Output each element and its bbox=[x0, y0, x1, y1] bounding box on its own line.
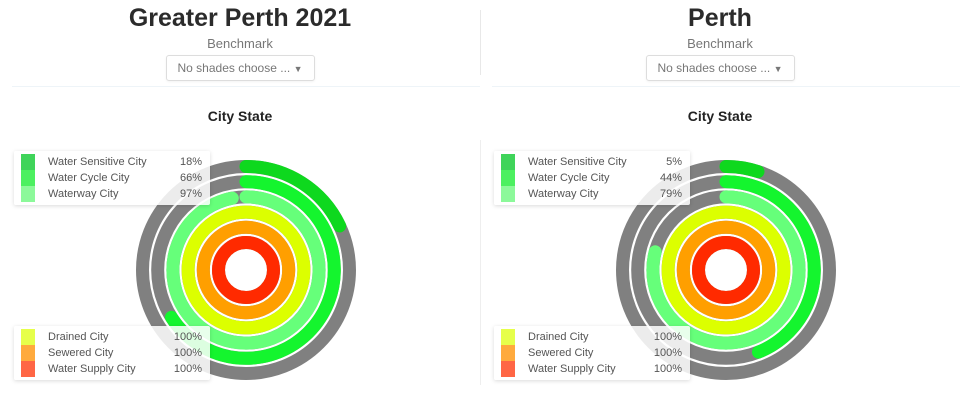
legend-item[interactable]: Water Sensitive City 5% bbox=[494, 154, 690, 170]
legend-bottom: Drained City 100% Sewered City 100% Water Su… bbox=[14, 326, 210, 380]
legend-label: Drained City bbox=[528, 331, 589, 343]
dropdown-value: No shades choose ... bbox=[657, 61, 771, 75]
benchmark-dropdown[interactable]: No shades choose ... ▼ bbox=[165, 55, 315, 81]
ring-bar-water-cycle-city[interactable] bbox=[719, 175, 821, 359]
caret-down-icon: ▼ bbox=[293, 64, 303, 74]
legend-swatch bbox=[501, 361, 515, 377]
legend-swatch bbox=[21, 361, 35, 377]
legend-value: 5% bbox=[666, 156, 682, 168]
legend-value: 79% bbox=[659, 188, 682, 200]
chart-title: City State bbox=[687, 108, 753, 124]
radial-chart bbox=[616, 160, 836, 380]
legend-value: 66% bbox=[179, 172, 202, 184]
radial-chart bbox=[136, 160, 356, 380]
panel-header: Greater Perth 2021 Benchmark No shades c… bbox=[0, 0, 480, 86]
benchmark-label: Benchmark bbox=[207, 36, 273, 51]
legend-swatch bbox=[21, 186, 35, 202]
page-title: Greater Perth 2021 bbox=[128, 4, 352, 32]
legend-label: Water Cycle City bbox=[528, 172, 610, 184]
legend-item[interactable]: Water Supply City 100% bbox=[14, 361, 210, 377]
divider bbox=[492, 86, 960, 87]
legend-label: Drained City bbox=[48, 331, 109, 343]
legend-swatch bbox=[501, 345, 515, 361]
divider bbox=[12, 86, 480, 87]
legend-top: Water Sensitive City 5% Water Cycle City 44… bbox=[494, 151, 690, 205]
legend-item[interactable]: Sewered City 100% bbox=[494, 345, 690, 361]
legend-swatch bbox=[21, 154, 35, 170]
panel-header: Perth Benchmark No shades choose ... ▼ bbox=[480, 0, 960, 86]
legend-item[interactable]: Waterway City 79% bbox=[494, 186, 690, 202]
ring-bar-sewered-city[interactable] bbox=[196, 220, 296, 320]
legend-value: 18% bbox=[179, 156, 202, 168]
legend-label: Sewered City bbox=[528, 347, 594, 359]
legend-label: Sewered City bbox=[48, 347, 114, 359]
legend-item[interactable]: Drained City 100% bbox=[494, 329, 690, 345]
legend-item[interactable]: Water Cycle City 66% bbox=[14, 170, 210, 186]
legend-item[interactable]: Drained City 100% bbox=[14, 329, 210, 345]
chart-title: City State bbox=[207, 108, 273, 124]
legend-value: 100% bbox=[173, 331, 202, 343]
legend-bottom: Drained City 100% Sewered City 100% Water Su… bbox=[494, 326, 690, 380]
legend-item[interactable]: Sewered City 100% bbox=[14, 345, 210, 361]
panel-perth: Perth Benchmark No shades choose ... ▼ C… bbox=[480, 0, 960, 405]
legend-label: Water Cycle City bbox=[48, 172, 130, 184]
ring-bar-water-sensitive-city[interactable] bbox=[719, 160, 765, 179]
benchmark-label: Benchmark bbox=[687, 36, 753, 51]
legend-value: 100% bbox=[173, 347, 202, 359]
legend-swatch bbox=[501, 186, 515, 202]
ring-bar-sewered-city[interactable] bbox=[676, 220, 776, 320]
page-title: Perth bbox=[688, 4, 752, 32]
caret-down-icon: ▼ bbox=[773, 64, 783, 74]
dropdown-value: No shades choose ... bbox=[177, 61, 291, 75]
ring-bar-drained-city[interactable] bbox=[181, 205, 311, 335]
legend-swatch bbox=[21, 329, 35, 345]
legend-swatch bbox=[501, 154, 515, 170]
legend-value: 97% bbox=[179, 188, 202, 200]
divider bbox=[480, 140, 481, 385]
ring-bar-waterway-city[interactable] bbox=[646, 190, 806, 350]
legend-swatch bbox=[501, 170, 515, 186]
ring-bar-drained-city[interactable] bbox=[661, 205, 791, 335]
legend-item[interactable]: Water Sensitive City 18% bbox=[14, 154, 210, 170]
ring-bar-waterway-city[interactable] bbox=[166, 190, 326, 350]
ring-bar-water-supply-city[interactable] bbox=[692, 236, 760, 304]
ring-bar-water-supply-city[interactable] bbox=[212, 236, 280, 304]
benchmark-dropdown[interactable]: No shades choose ... ▼ bbox=[645, 55, 795, 81]
legend-swatch bbox=[21, 345, 35, 361]
legend-item[interactable]: Water Supply City 100% bbox=[494, 361, 690, 377]
legend-value: 100% bbox=[653, 363, 682, 375]
legend-label: Waterway City bbox=[48, 188, 119, 200]
legend-label: Water Sensitive City bbox=[528, 156, 627, 168]
legend-item[interactable]: Water Cycle City 44% bbox=[494, 170, 690, 186]
legend-label: Water Sensitive City bbox=[48, 156, 147, 168]
legend-top: Water Sensitive City 18% Water Cycle City 6… bbox=[14, 151, 210, 205]
legend-label: Water Supply City bbox=[48, 363, 136, 375]
ring-bar-water-cycle-city[interactable] bbox=[164, 175, 341, 365]
legend-value: 100% bbox=[653, 331, 682, 343]
legend-swatch bbox=[21, 170, 35, 186]
legend-value: 44% bbox=[659, 172, 682, 184]
legend-item[interactable]: Waterway City 97% bbox=[14, 186, 210, 202]
legend-swatch bbox=[501, 329, 515, 345]
legend-value: 100% bbox=[653, 347, 682, 359]
ring-bar-water-sensitive-city[interactable] bbox=[239, 160, 347, 233]
legend-label: Waterway City bbox=[528, 188, 599, 200]
legend-label: Water Supply City bbox=[528, 363, 616, 375]
legend-value: 100% bbox=[173, 363, 202, 375]
divider bbox=[480, 10, 481, 75]
panel-greater-perth: Greater Perth 2021 Benchmark No shades c… bbox=[0, 0, 480, 380]
